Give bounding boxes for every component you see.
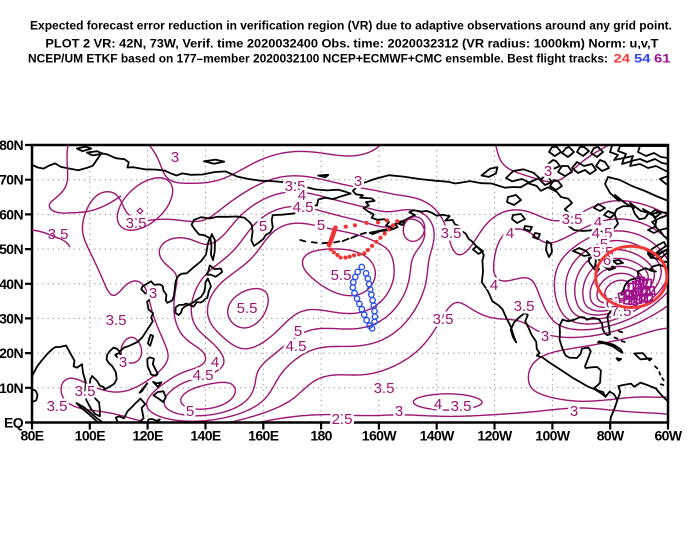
svg-text:4.5: 4.5 — [286, 338, 307, 355]
svg-text:4: 4 — [490, 277, 498, 294]
svg-text:5: 5 — [186, 403, 194, 420]
svg-text:100W: 100W — [535, 428, 571, 444]
svg-text:61: 61 — [654, 52, 671, 65]
svg-text:5.5: 5.5 — [237, 300, 258, 317]
svg-text:3: 3 — [570, 403, 578, 420]
svg-text:24: 24 — [614, 52, 631, 65]
svg-text:100E: 100E — [75, 428, 106, 444]
svg-text:4.5: 4.5 — [592, 225, 613, 242]
svg-text:4.5: 4.5 — [193, 367, 214, 384]
svg-text:Expected forecast error reduct: Expected forecast error reduction in ver… — [30, 20, 672, 33]
svg-text:80E: 80E — [20, 428, 43, 444]
svg-text:4: 4 — [211, 354, 219, 371]
svg-text:40N: 40N — [0, 276, 23, 292]
svg-text:80N: 80N — [0, 137, 23, 153]
svg-text:3: 3 — [395, 403, 403, 420]
svg-text:5: 5 — [294, 323, 302, 340]
svg-text:3.5: 3.5 — [106, 312, 127, 329]
svg-text:10N: 10N — [0, 380, 23, 396]
svg-text:20N: 20N — [0, 345, 23, 361]
svg-text:4: 4 — [506, 225, 514, 242]
svg-text:5.5: 5.5 — [331, 267, 352, 284]
svg-text:120E: 120E — [132, 428, 163, 444]
svg-text:4: 4 — [594, 214, 602, 231]
svg-text:30N: 30N — [0, 310, 23, 326]
svg-text:6: 6 — [603, 252, 611, 269]
svg-text:3.5: 3.5 — [441, 225, 462, 242]
svg-text:120W: 120W — [477, 428, 513, 444]
svg-text:140E: 140E — [190, 428, 221, 444]
svg-text:50N: 50N — [0, 241, 23, 257]
svg-text:3: 3 — [541, 328, 549, 345]
svg-text:3.5: 3.5 — [451, 398, 472, 415]
svg-text:4: 4 — [434, 396, 442, 413]
svg-text:4: 4 — [298, 187, 306, 204]
svg-text:4.5: 4.5 — [293, 199, 314, 216]
svg-text:3: 3 — [544, 163, 552, 180]
svg-text:3.5: 3.5 — [47, 398, 68, 415]
svg-text:3.5: 3.5 — [285, 178, 306, 195]
svg-text:3.5: 3.5 — [48, 226, 69, 243]
svg-text:5.5: 5.5 — [593, 244, 614, 261]
svg-text:3.5: 3.5 — [75, 383, 96, 400]
svg-text:180: 180 — [310, 428, 332, 444]
svg-text:3.5: 3.5 — [374, 380, 395, 397]
svg-text:5: 5 — [317, 217, 325, 234]
svg-text:140W: 140W — [420, 428, 456, 444]
svg-text:EQ: EQ — [4, 415, 24, 431]
svg-text:3: 3 — [171, 149, 179, 166]
svg-text:3: 3 — [354, 173, 362, 190]
svg-text:3.5: 3.5 — [433, 311, 454, 328]
svg-text:2.5: 2.5 — [332, 411, 353, 428]
svg-text:3: 3 — [149, 285, 157, 302]
svg-text:60W: 60W — [655, 428, 683, 444]
svg-text:PLOT 2 VR: 42N, 73W, Verif. ti: PLOT 2 VR: 42N, 73W, Verif. time 2020032… — [45, 37, 658, 50]
svg-text:3: 3 — [119, 354, 127, 371]
svg-text:60N: 60N — [0, 206, 23, 222]
svg-text:NCEP/UM ETKF based on 177–memb: NCEP/UM ETKF based on 177–member 2020032… — [28, 52, 608, 65]
svg-text:5: 5 — [259, 218, 267, 235]
svg-text:160W: 160W — [362, 428, 398, 444]
svg-text:160E: 160E — [248, 428, 279, 444]
svg-text:80W: 80W — [597, 428, 625, 444]
svg-text:3.5: 3.5 — [562, 211, 583, 228]
svg-text:70N: 70N — [0, 172, 23, 188]
svg-text:3.5: 3.5 — [514, 298, 535, 315]
svg-text:5: 5 — [600, 236, 608, 253]
svg-text:54: 54 — [634, 52, 651, 65]
